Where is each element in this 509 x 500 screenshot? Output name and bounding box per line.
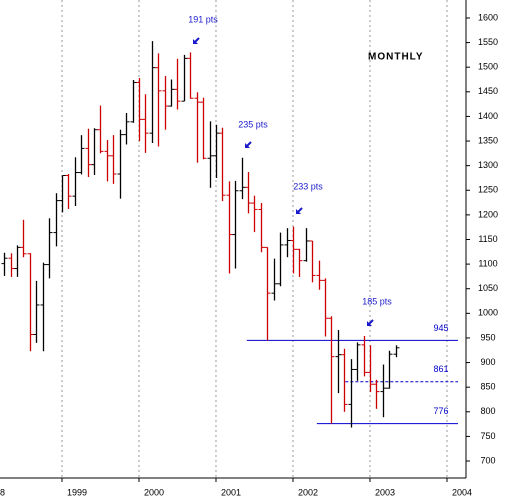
y-tick-label: 1100 [478, 258, 497, 268]
y-tick-label: 1500 [478, 62, 498, 72]
annotation: 191 pts [188, 14, 218, 24]
y-tick-label: 1350 [478, 135, 498, 145]
y-tick-label: 1450 [478, 86, 498, 96]
y-tick-label: 800 [480, 406, 495, 416]
x-tick-label: 1999 [67, 487, 87, 497]
y-tick-label: 850 [480, 382, 495, 392]
annotation: 185 pts [362, 296, 392, 306]
level-label: 776 [433, 406, 448, 416]
level-label: 861 [433, 364, 448, 374]
annotation-arrowhead [367, 321, 372, 326]
y-tick-label: 1550 [478, 37, 498, 47]
chart-title: MONTHLY [368, 52, 424, 63]
y-tick-label: 750 [480, 431, 495, 441]
annotation-arrowhead [296, 209, 301, 214]
y-tick-label: 1300 [478, 160, 498, 170]
y-tick-label: 1200 [478, 209, 498, 219]
x-tick-label: 2004 [452, 487, 472, 497]
x-tick-label: 98 [0, 487, 5, 497]
x-tick-label: 2002 [298, 487, 318, 497]
y-tick-label: 1050 [478, 283, 498, 293]
y-tick-label: 900 [480, 357, 495, 367]
annotation: 235 pts [238, 119, 268, 129]
y-tick-label: 950 [480, 332, 495, 342]
y-tick-label: 1250 [478, 185, 498, 195]
y-tick-label: 1000 [478, 308, 498, 318]
y-tick-label: 1400 [478, 111, 498, 121]
level-label: 945 [433, 323, 448, 333]
y-tick-label: 700 [480, 455, 495, 465]
annotation-arrowhead [245, 143, 250, 148]
x-tick-label: 2003 [375, 487, 395, 497]
x-tick-label: 2001 [221, 487, 241, 497]
y-tick-label: 1600 [478, 12, 498, 22]
annotation: 233 pts [293, 181, 323, 191]
annotation-arrowhead [193, 39, 198, 44]
x-tick-label: 2000 [144, 487, 164, 497]
y-tick-label: 1150 [478, 234, 497, 244]
